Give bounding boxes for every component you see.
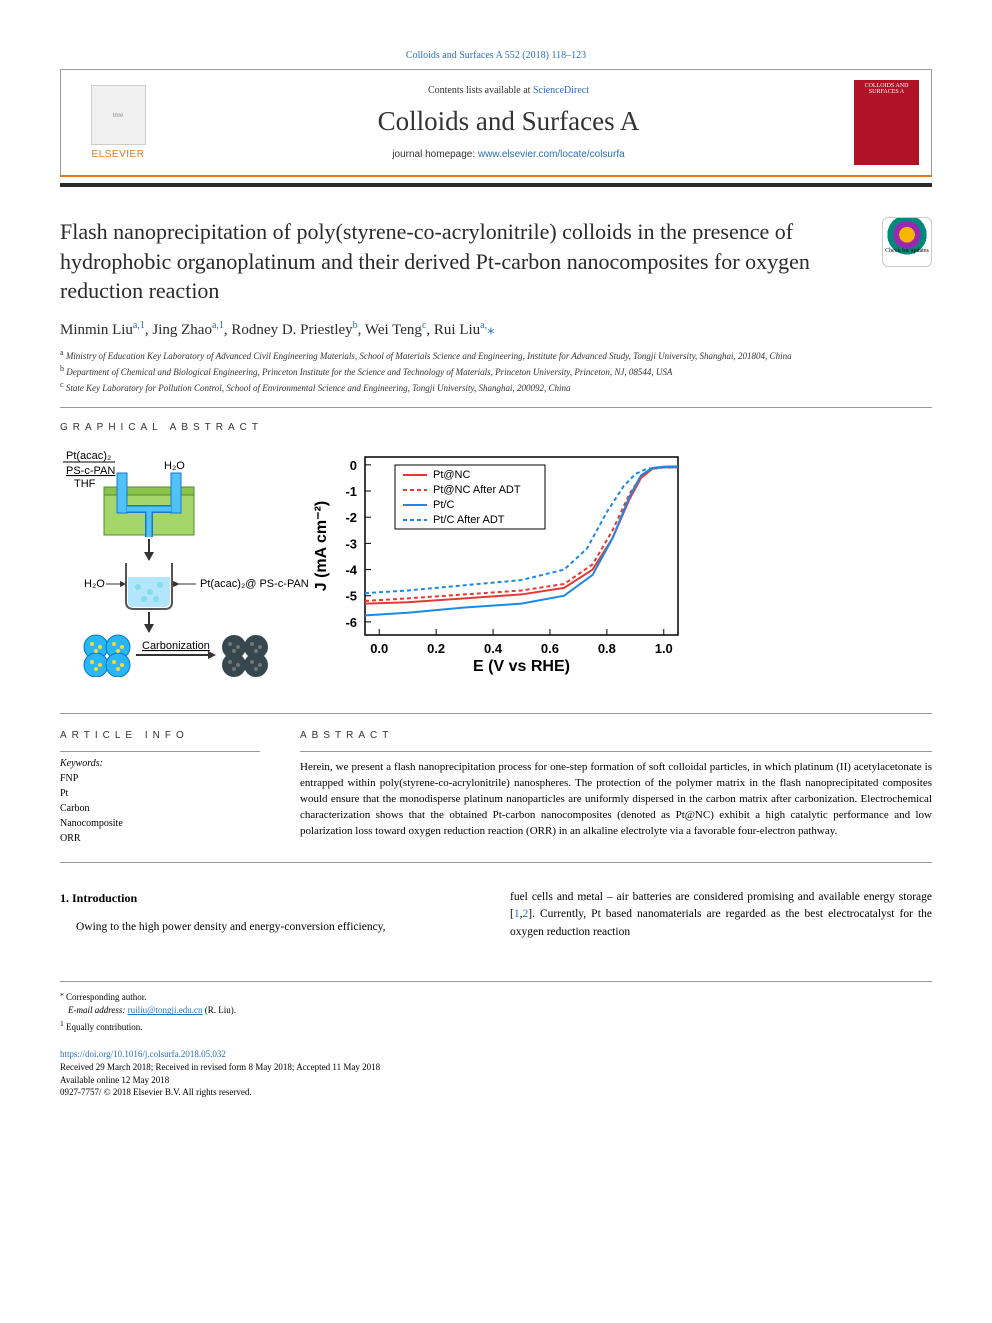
svg-text:1.0: 1.0 xyxy=(655,641,673,656)
keyword: ORR xyxy=(60,831,260,846)
svg-text:-6: -6 xyxy=(345,615,357,630)
svg-text:PS-c-PAN: PS-c-PAN xyxy=(66,465,115,477)
ref-link[interactable]: 1 xyxy=(514,908,520,920)
svg-text:H₂O: H₂O xyxy=(84,578,105,590)
journal-homepage: journal homepage: www.elsevier.com/locat… xyxy=(163,149,854,160)
svg-text:0.4: 0.4 xyxy=(484,641,503,656)
elsevier-label: ELSEVIER xyxy=(73,149,163,160)
abstract-heading: ABSTRACT xyxy=(300,730,932,741)
doi-link[interactable]: https://doi.org/10.1016/j.colsurfa.2018.… xyxy=(60,1048,932,1061)
svg-text:0.2: 0.2 xyxy=(427,641,445,656)
dark-spheres xyxy=(222,635,268,677)
svg-text:J (mA cm⁻²): J (mA cm⁻²) xyxy=(313,501,330,592)
svg-text:0: 0 xyxy=(350,458,357,473)
svg-text:0.8: 0.8 xyxy=(598,641,616,656)
author-list: Minmin Liua,1, Jing Zhaoa,1, Rodney D. P… xyxy=(60,320,932,339)
affiliations: a Ministry of Education Key Laboratory o… xyxy=(60,347,932,395)
body-columns: 1. Introduction Owing to the high power … xyxy=(60,889,932,941)
email-link[interactable]: ruiliu@tongji.edu.cn xyxy=(128,1005,203,1015)
svg-text:0.0: 0.0 xyxy=(370,641,388,656)
keyword: Pt xyxy=(60,786,260,801)
author: Jing Zhaoa,1 xyxy=(152,322,224,338)
svg-text:Pt(acac)₂@ PS-c-PAN: Pt(acac)₂@ PS-c-PAN xyxy=(200,578,309,590)
article-title: Flash nanoprecipitation of poly(styrene-… xyxy=(60,217,862,306)
svg-text:-3: -3 xyxy=(345,537,357,552)
contents-line: Contents lists available at ScienceDirec… xyxy=(163,85,854,96)
svg-text:E (V vs RHE): E (V vs RHE) xyxy=(473,658,570,675)
elsevier-tree-icon: tree xyxy=(91,85,146,145)
keyword: FNP xyxy=(60,771,260,786)
journal-header: tree ELSEVIER Contents lists available a… xyxy=(60,69,932,177)
svg-text:-5: -5 xyxy=(345,589,357,604)
abstract-text: Herein, we present a flash nanoprecipita… xyxy=(300,760,932,840)
divider xyxy=(60,407,932,408)
svg-text:Pt/C After ADT: Pt/C After ADT xyxy=(433,514,505,526)
graphical-abstract-heading: GRAPHICAL ABSTRACT xyxy=(60,422,932,433)
journal-name: Colloids and Surfaces A xyxy=(163,106,854,137)
svg-text:-1: -1 xyxy=(345,484,357,499)
intro-paragraph: fuel cells and metal – air batteries are… xyxy=(510,889,932,941)
svg-text:-4: -4 xyxy=(345,563,357,578)
author: Minmin Liua,1 xyxy=(60,322,145,338)
divider xyxy=(60,862,932,863)
graphical-abstract: Pt(acac)₂ PS-c-PAN THF H₂O xyxy=(60,443,932,695)
svg-text:THF: THF xyxy=(74,478,96,490)
svg-text:Pt@NC After ADT: Pt@NC After ADT xyxy=(433,484,521,496)
header-divider xyxy=(60,183,932,187)
article-info: ARTICLE INFO Keywords: FNP Pt Carbon Nan… xyxy=(60,730,260,846)
keyword: Nanocomposite xyxy=(60,816,260,831)
author: Rui Liua,⁎ xyxy=(434,322,495,338)
check-updates-icon[interactable]: Check for updates xyxy=(882,217,932,267)
process-diagram: Pt(acac)₂ PS-c-PAN THF H₂O xyxy=(60,447,310,681)
sciencedirect-link[interactable]: ScienceDirect xyxy=(533,85,589,96)
divider xyxy=(60,713,932,714)
svg-text:-2: -2 xyxy=(345,510,357,525)
publication-info: https://doi.org/10.1016/j.colsurfa.2018.… xyxy=(60,1048,932,1098)
abstract: ABSTRACT Herein, we present a flash nano… xyxy=(300,730,932,846)
blue-spheres xyxy=(84,635,130,677)
label-ptacac: Pt(acac)₂ xyxy=(66,450,111,462)
journal-homepage-link[interactable]: www.elsevier.com/locate/colsurfa xyxy=(478,149,625,160)
keyword: Carbon xyxy=(60,801,260,816)
svg-text:0.6: 0.6 xyxy=(541,641,559,656)
author: Wei Tengc xyxy=(365,322,427,338)
intro-heading: 1. Introduction xyxy=(60,889,482,907)
intro-paragraph: Owing to the high power density and ener… xyxy=(60,919,482,936)
svg-text:Pt@NC: Pt@NC xyxy=(433,469,471,481)
author: Rodney D. Priestleyb xyxy=(231,322,357,338)
journal-cover-icon: COLLOIDS AND SURFACES A xyxy=(854,80,919,165)
svg-text:H₂O: H₂O xyxy=(164,460,185,472)
keywords-head: Keywords: xyxy=(60,758,260,769)
orr-chart: 0.0 0.2 0.4 0.6 0.8 1.0 -6 -5 -4 -3 -2 -1 0 E (V vs R… xyxy=(310,447,690,681)
footnotes: ⁎ Corresponding author. E-mail address: … xyxy=(60,981,932,1035)
article-info-heading: ARTICLE INFO xyxy=(60,730,260,741)
svg-text:Pt/C: Pt/C xyxy=(433,499,454,511)
svg-text:Carbonization: Carbonization xyxy=(142,640,210,652)
header-citation: Colloids and Surfaces A 552 (2018) 118–1… xyxy=(60,50,932,61)
